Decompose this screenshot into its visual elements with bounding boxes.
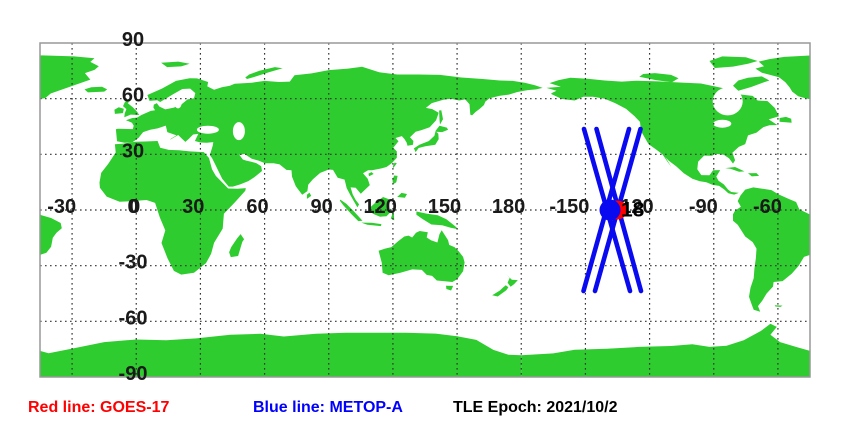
lon-label-0: 0: [129, 196, 140, 218]
lon-label-90: 90: [311, 196, 333, 218]
legend-blue-line: Blue line: METOP-A: [253, 399, 403, 416]
landmass-hainan: [368, 172, 374, 177]
lat-label-90: 90: [122, 29, 144, 51]
landmass-newfoundland: [10, 117, 22, 123]
water-hudson-bay: [712, 87, 743, 116]
landmass-falklands: [5, 305, 13, 307]
landmass-hispaniola: [748, 173, 760, 177]
landmass-cuba: [725, 167, 745, 172]
landmass-java: [361, 222, 382, 227]
landmass-iceland: [84, 86, 108, 93]
landmass-sulawesi: [389, 208, 395, 221]
landmass-greenland: [40, 55, 99, 99]
lat-label-0: 0: [127, 196, 138, 218]
landmass-banks-victoria-islands: [639, 73, 679, 83]
landmass-luzon: [392, 175, 398, 185]
legend-red-line: Red line: GOES-17: [28, 399, 170, 416]
latlon-grid: [40, 43, 810, 377]
water-caspian-sea: [232, 122, 245, 141]
landmass-sakhalin: [439, 110, 443, 125]
landmass-greenland: [755, 55, 810, 99]
legend-tle-epoch: TLE Epoch: 2021/10/2: [453, 399, 618, 416]
landmass-nz-north-island: [505, 273, 518, 287]
landmass-north-america: [0, 78, 9, 195]
landmass-ellesmere-island: [709, 56, 758, 68]
lon-label--150: -150: [549, 196, 589, 218]
water-great-lakes: [713, 119, 732, 128]
lon-label-30: 30: [182, 196, 204, 218]
lon-label--30: -30: [47, 196, 76, 218]
landmass-borneo: [369, 197, 391, 217]
landmass-novaya-zemlya: [245, 67, 283, 79]
landmass-newfoundland: [779, 116, 792, 123]
crossing-time-label: 18: [621, 199, 645, 222]
lon-label--90: -90: [689, 196, 718, 218]
lon-label-180: 180: [492, 196, 525, 218]
landmass-nz-south-island: [492, 285, 509, 297]
landmass-australia: [378, 230, 465, 282]
lakes-layer: [174, 87, 743, 141]
continents-layer: [0, 55, 810, 377]
landmass-tasmania: [446, 285, 454, 291]
landmass-north-america: [546, 77, 779, 195]
landmass-mindanao: [397, 192, 407, 198]
landmass-uk: [123, 101, 140, 118]
landmass-south-america: [733, 187, 810, 312]
landmass-falklands: [774, 305, 783, 307]
landmass-taiwan: [392, 162, 397, 169]
lat-label--60: -60: [119, 307, 148, 329]
lon-label-60: 60: [246, 196, 268, 218]
landmass-antarctica: [40, 332, 522, 377]
lon-label--60: -60: [753, 196, 782, 218]
lon-label-120: 120: [364, 196, 397, 218]
landmass-sri-lanka: [306, 192, 312, 199]
landmass-madagascar: [229, 234, 245, 258]
landmass-eurasia: [115, 66, 543, 208]
landmass-antarctica: [521, 323, 810, 377]
landmass-japan: [413, 125, 449, 153]
map-frame: [39, 42, 811, 378]
lat-label-30: 30: [122, 140, 144, 162]
lat-label-60: 60: [122, 85, 144, 107]
satellite-markers: 18: [599, 199, 645, 222]
metop-subpoint-marker: [599, 199, 621, 221]
landmass-svalbard: [161, 61, 190, 68]
lon-label-150: 150: [428, 196, 461, 218]
landmass-ireland: [114, 107, 124, 114]
water-baltic-sea: [174, 94, 182, 109]
landmass-baffin-island: [733, 76, 770, 91]
water-black-sea: [196, 125, 219, 134]
legend: Red line: GOES-17 Blue line: METOP-A TLE…: [0, 399, 850, 421]
lat-label--30: -30: [119, 252, 148, 274]
lat-label--90: -90: [119, 363, 148, 385]
landmass-new-guinea: [416, 211, 459, 230]
landmass-south-america: [40, 214, 62, 255]
